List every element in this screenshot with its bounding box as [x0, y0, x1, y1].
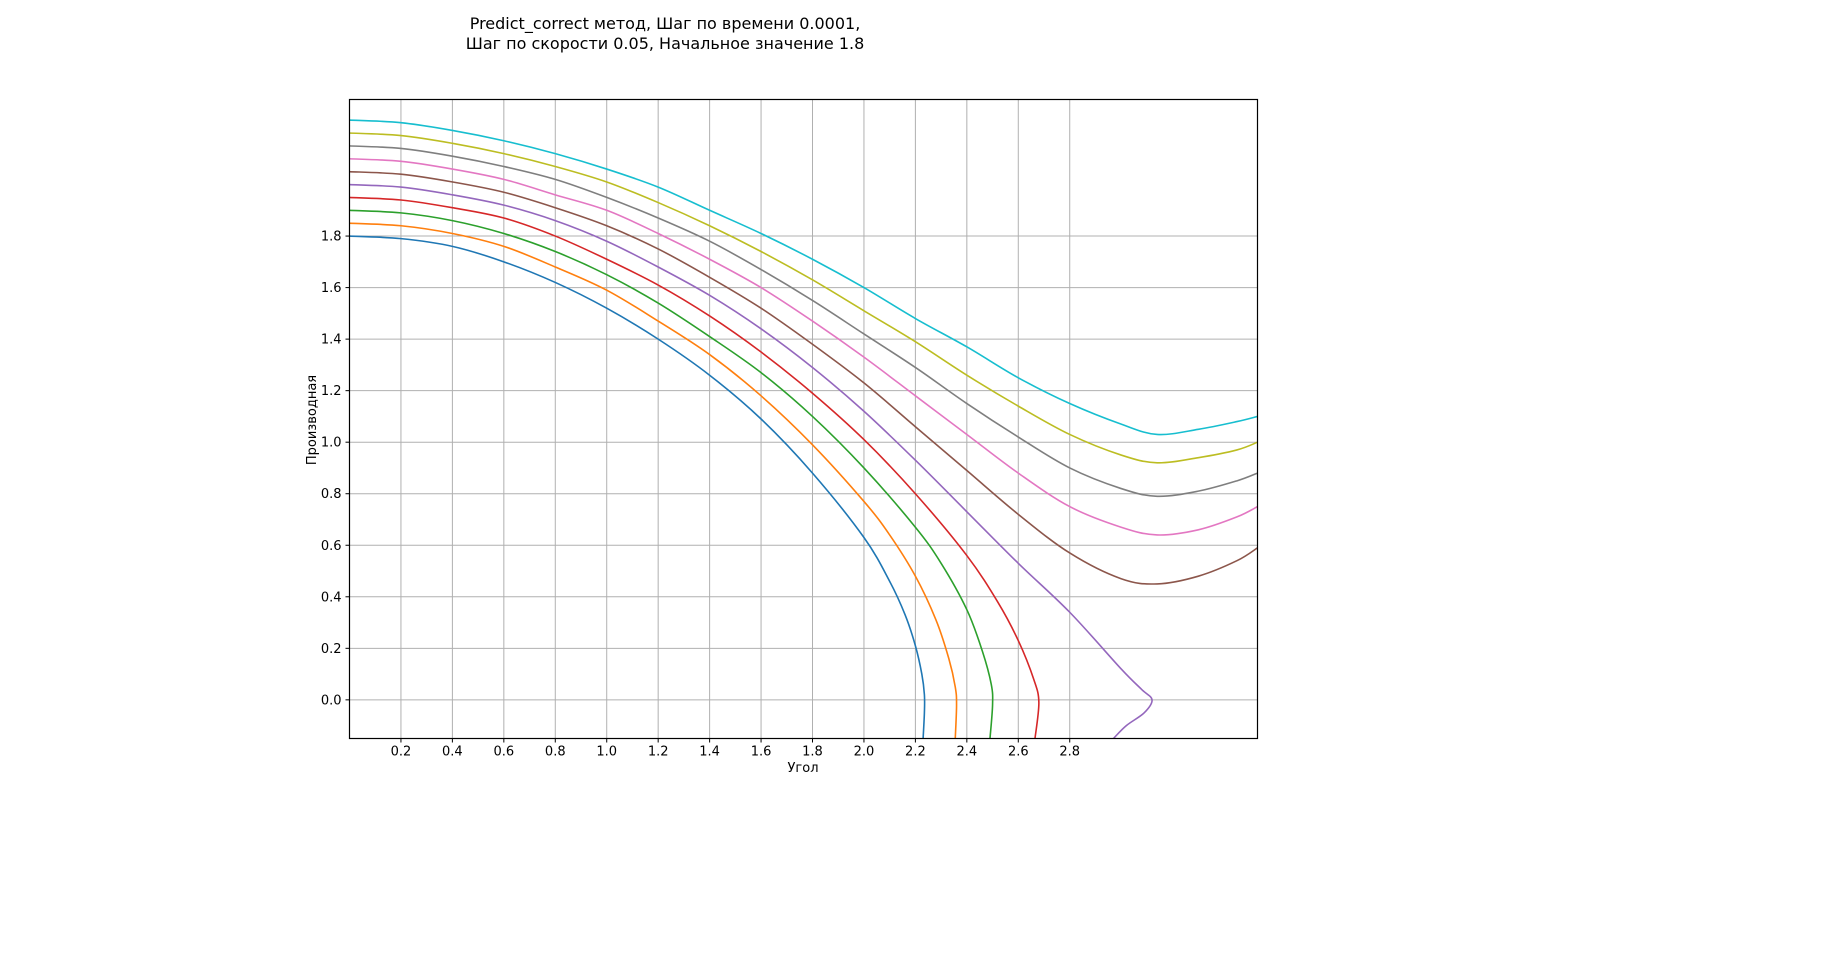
- x-tick-label: 2.2: [905, 745, 926, 760]
- series-line-2.00: [349, 183, 1153, 739]
- chart-title-line-1: Predict_correct метод, Шаг по времени 0.…: [470, 14, 861, 34]
- series-line-1.80: [349, 235, 926, 739]
- y-axis-label: Производная: [305, 375, 320, 465]
- series-line-1.85: [349, 222, 958, 739]
- x-tick-label: 2.8: [1059, 745, 1080, 760]
- x-tick-label: 1.2: [648, 745, 669, 760]
- x-tick-label: 2.6: [1008, 745, 1029, 760]
- series-layer: [349, 119, 1258, 739]
- x-tick-label: 0.6: [493, 745, 514, 760]
- x-tick-label: 1.0: [596, 745, 617, 760]
- x-tick-label: 2.4: [956, 745, 977, 760]
- chart-title-line-2: Шаг по скорости 0.05, Начальное значение…: [466, 34, 865, 53]
- y-tick-label: 1.0: [321, 436, 342, 451]
- y-tick-label: 0.4: [321, 590, 342, 605]
- series-line-2.20: [349, 132, 1258, 464]
- series-line-2.25: [349, 119, 1258, 436]
- y-tick-label: 1.8: [321, 230, 342, 245]
- series-line-2.05: [349, 170, 1258, 585]
- x-tick-label: 1.6: [751, 745, 772, 760]
- x-axis-label: Угол: [787, 761, 818, 776]
- y-tick-label: 0.8: [321, 487, 342, 502]
- x-tick-label: 1.4: [699, 745, 720, 760]
- series-line-1.95: [349, 196, 1040, 739]
- grid-lines: [349, 99, 1258, 739]
- series-line-1.90: [349, 209, 994, 739]
- plot-area-frame: [348, 98, 1259, 740]
- x-tick-label: 0.4: [442, 745, 463, 760]
- y-tick-label: 1.6: [321, 281, 342, 296]
- y-tick-label: 0.6: [321, 539, 342, 554]
- y-tick-label: 1.2: [321, 384, 342, 399]
- y-axis: 0.0 0.2 0.4 0.6 0.8 1.0 1.2 1.4 1.6 1.8: [321, 230, 350, 708]
- x-tick-label: 0.8: [545, 745, 566, 760]
- series-line-2.10: [349, 157, 1258, 536]
- x-tick-label: 0.2: [391, 745, 412, 760]
- y-tick-label: 0.0: [321, 693, 342, 708]
- x-axis: 0.2 0.4 0.6 0.8 1.0 1.2 1.4 1.6 1.8 2.0 2.2 2.4 2.6 2…: [391, 738, 1080, 760]
- y-tick-label: 1.4: [321, 333, 342, 348]
- y-tick-label: 0.2: [321, 642, 342, 657]
- series-line-2.15: [349, 145, 1258, 498]
- x-tick-label: 2.0: [854, 745, 875, 760]
- x-tick-label: 1.8: [802, 745, 823, 760]
